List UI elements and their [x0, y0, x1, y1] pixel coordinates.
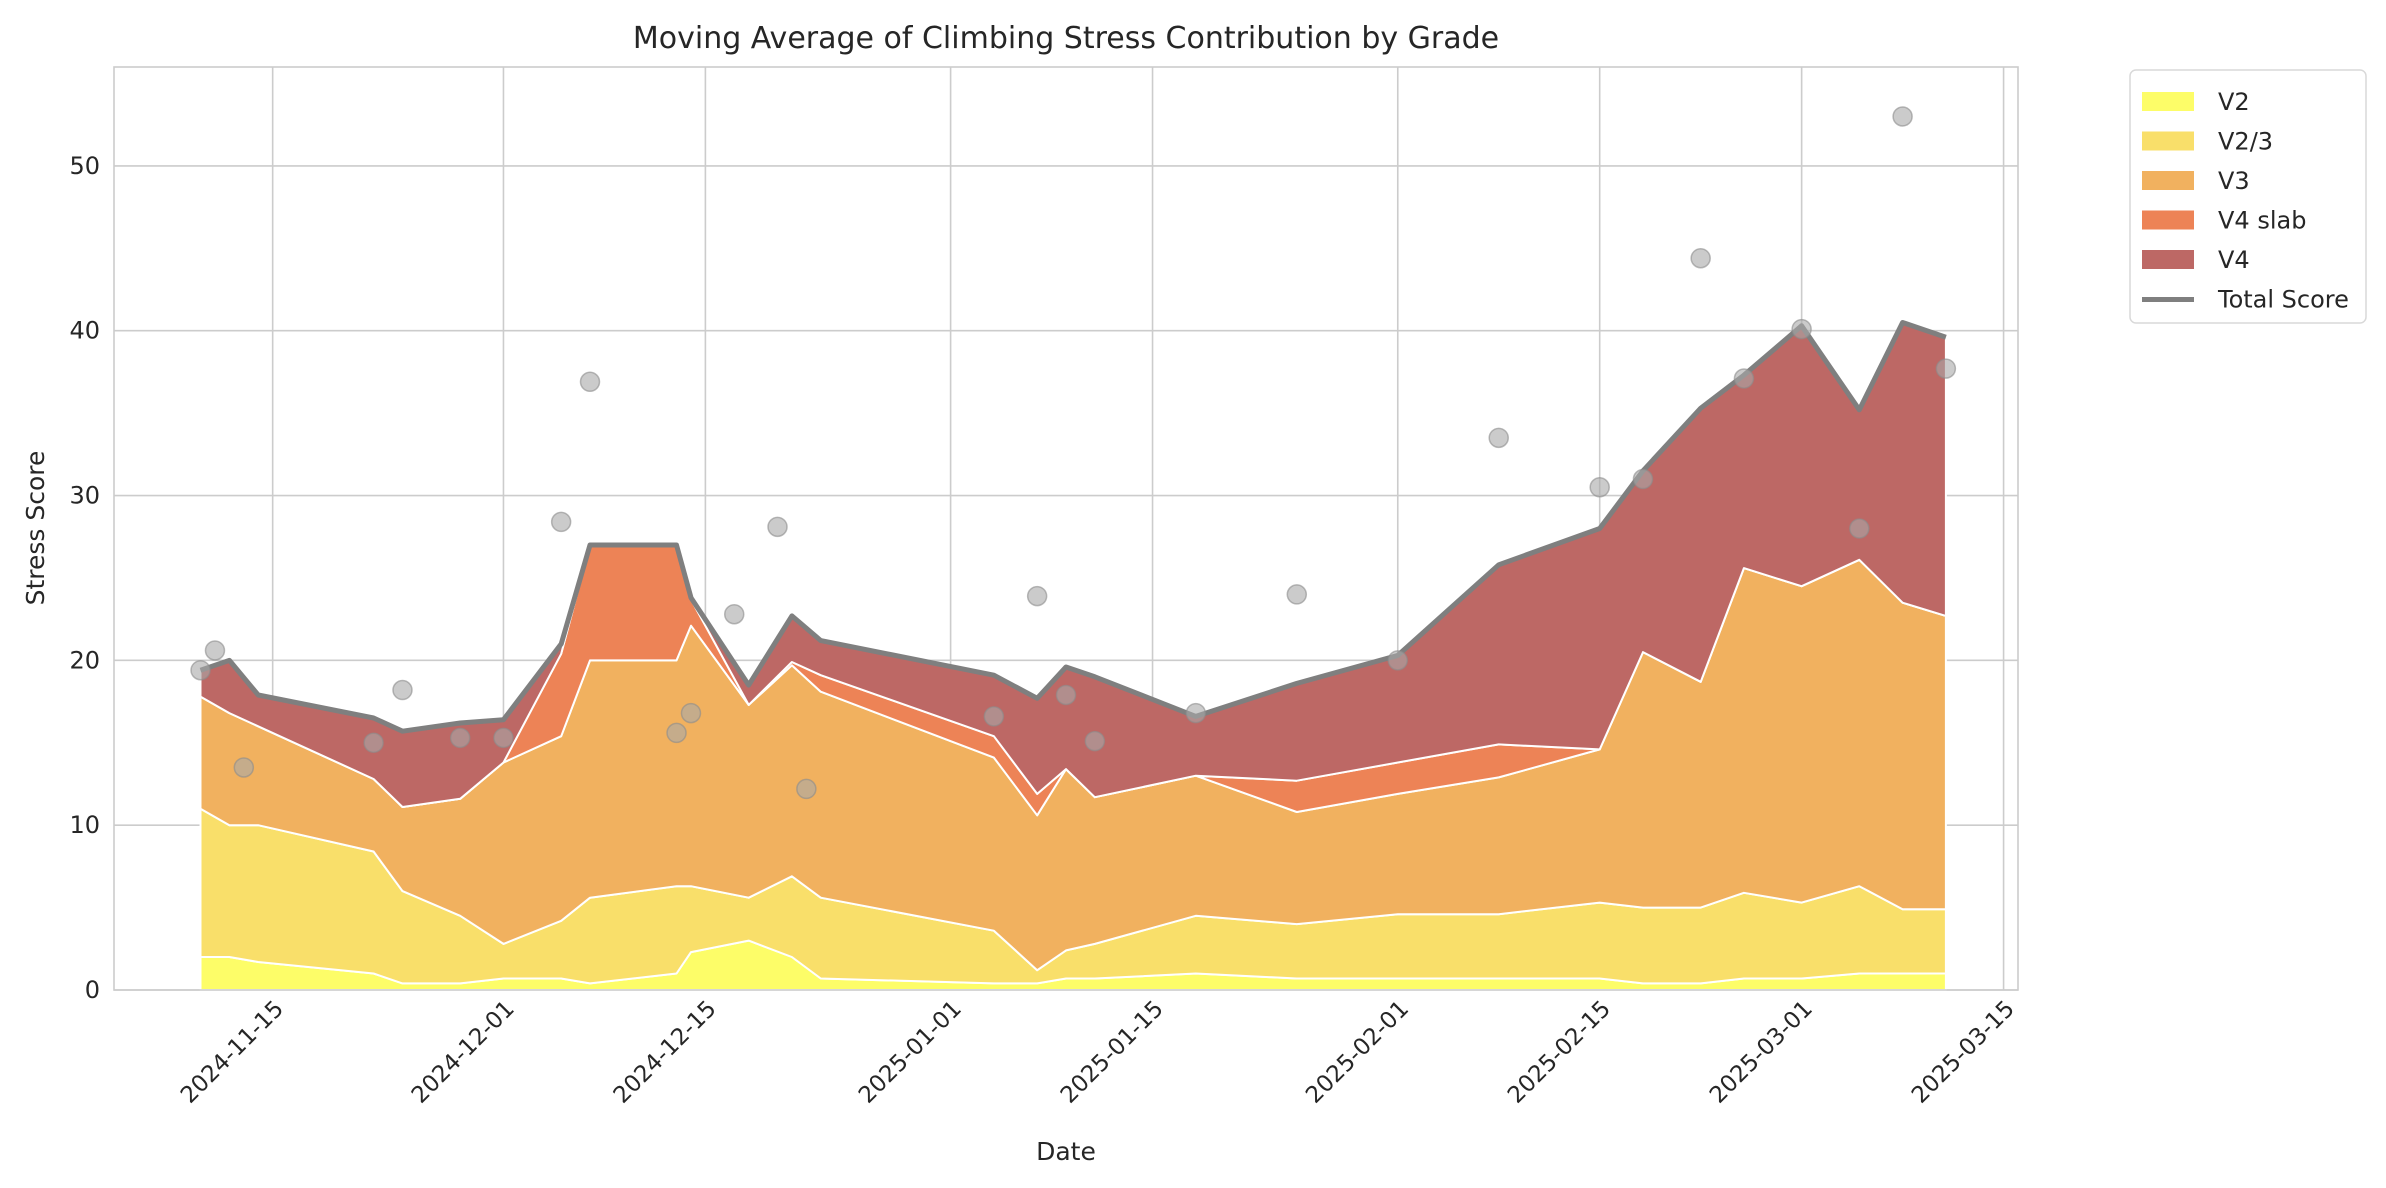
y-tick-label: 30	[69, 482, 100, 510]
y-tick-label: 20	[69, 646, 100, 674]
scatter-point	[1488, 427, 1509, 449]
scatter-point	[493, 727, 514, 749]
scatter-point	[1084, 730, 1106, 752]
legend-label: V4 slab	[2218, 207, 2306, 235]
scatter-point	[1286, 584, 1308, 605]
legend-swatch	[2142, 250, 2194, 269]
legend-label: V3	[2218, 167, 2250, 195]
scatter-point	[767, 516, 788, 538]
y-tick-label: 10	[69, 811, 100, 839]
scatter-point	[1892, 106, 1913, 127]
legend-swatch	[2142, 131, 2194, 151]
total-score-path	[199, 320, 1947, 734]
y-tick-labels: 0 10 20 30 40 50	[69, 152, 100, 1004]
legend-swatch	[2142, 210, 2194, 230]
legend-label: V2/3	[2218, 128, 2273, 156]
legend-label: V4	[2218, 246, 2250, 274]
scatter-point	[1185, 702, 1207, 724]
scatter-point	[1026, 585, 1048, 607]
scatter-point	[680, 702, 702, 724]
scatter-point	[392, 679, 413, 701]
y-tick-label: 40	[69, 317, 100, 345]
plot-frame	[113, 66, 2019, 991]
legend-swatch	[2142, 171, 2194, 190]
y-axis-label: Stress Score	[21, 451, 50, 606]
scatter-point	[1690, 247, 1711, 269]
scatter-point	[1733, 368, 1755, 389]
scatter-point	[233, 757, 255, 778]
scatter-point	[1849, 518, 1870, 539]
scatter-point	[190, 659, 211, 681]
y-tick-label: 0	[85, 976, 100, 1004]
scatter-point	[550, 511, 572, 533]
scatter-point	[449, 727, 471, 749]
legend-label: V2	[2218, 88, 2250, 116]
legend-label: Total Score	[2217, 286, 2349, 314]
scatter-point	[363, 732, 384, 754]
scatter-point	[1791, 318, 1812, 340]
scatter-point	[204, 640, 226, 661]
legend: V2 V2/3 V3 V4 slab V4 Total Score	[2129, 69, 2367, 324]
axes-frame	[113, 66, 2019, 991]
scatter-point	[1055, 684, 1077, 706]
scatter-point	[1589, 477, 1610, 498]
scatter-point	[1387, 650, 1409, 671]
scatter-point	[796, 778, 817, 800]
scatter-point	[1632, 468, 1654, 490]
scatter-point	[579, 371, 601, 393]
x-axis-label: Date	[1036, 1137, 1096, 1166]
chart-title: Moving Average of Climbing Stress Contri…	[633, 21, 1499, 56]
scatter-points	[190, 106, 1957, 800]
scatter-point	[723, 603, 745, 625]
scatter-point	[1935, 358, 1957, 379]
scatter-point	[666, 722, 687, 744]
scatter-point	[983, 706, 1005, 727]
total-score-line	[199, 320, 1947, 734]
y-tick-label: 50	[69, 152, 100, 180]
legend-swatch	[2142, 92, 2194, 111]
